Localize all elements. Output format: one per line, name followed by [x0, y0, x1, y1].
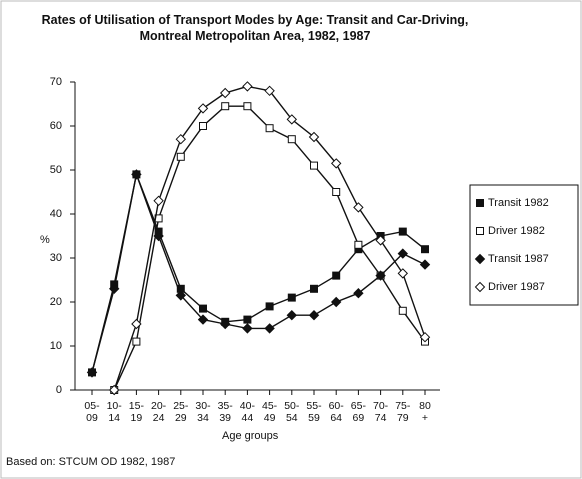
series-line [113, 105, 426, 391]
marker [199, 304, 207, 313]
y-axis-label: % [40, 234, 50, 246]
marker [310, 284, 318, 293]
marker [197, 103, 209, 114]
marker [175, 133, 187, 145]
x-tick-label: 40- 44 [239, 400, 255, 424]
legend-label: Driver 1987 [488, 281, 545, 293]
legend-label: Driver 1982 [488, 225, 545, 237]
marker [421, 245, 429, 254]
x-tick-label: 30- 34 [195, 400, 211, 424]
x-tick-label: 10- 14 [106, 400, 122, 424]
y-tick-label: 10 [50, 340, 62, 352]
legend-marker [474, 253, 486, 265]
marker [264, 323, 275, 334]
x-tick-label: 45- 49 [262, 400, 278, 424]
x-tick-label: 65- 69 [350, 400, 366, 424]
source-note: Based on: STCUM OD 1982, 1987 [6, 456, 176, 468]
marker [398, 227, 407, 236]
marker [108, 283, 120, 295]
marker [197, 314, 209, 325]
y-tick-label: 30 [50, 252, 62, 264]
marker [286, 309, 298, 321]
marker [398, 306, 407, 315]
x-tick-label: 20- 24 [151, 400, 167, 424]
legend-marker [476, 227, 484, 235]
marker [86, 367, 98, 378]
marker [153, 195, 164, 207]
marker [353, 202, 364, 213]
marker [176, 152, 185, 161]
marker [330, 296, 342, 308]
x-tick-label: 25- 29 [173, 400, 189, 424]
marker [264, 85, 275, 97]
marker [132, 337, 141, 346]
marker [108, 384, 120, 396]
x-axis-label: Age groups [222, 430, 279, 442]
y-tick-label: 70 [50, 76, 62, 88]
marker [175, 290, 187, 301]
x-tick-label: 75- 79 [395, 400, 411, 424]
x-tick-label: 55- 59 [306, 400, 322, 424]
marker [375, 270, 386, 281]
y-tick-label: 40 [50, 208, 62, 220]
marker [131, 318, 142, 330]
y-tick-label: 20 [50, 296, 62, 308]
marker [242, 81, 253, 92]
marker [131, 169, 142, 180]
x-tick-label: 35- 39 [217, 400, 233, 424]
legend-box [469, 184, 579, 306]
marker [419, 331, 431, 343]
marker [310, 161, 318, 170]
marker [265, 124, 274, 133]
marker [243, 102, 252, 111]
marker [242, 323, 253, 334]
legend-marker [474, 281, 486, 293]
x-tick-label: 70- 74 [373, 400, 389, 424]
marker [397, 248, 409, 259]
y-tick-label: 0 [56, 384, 62, 396]
series-line [91, 171, 426, 373]
marker [287, 135, 296, 144]
marker [286, 114, 298, 125]
marker [199, 122, 207, 130]
x-tick-label: 80 + [419, 400, 431, 424]
x-tick-label: 15- 19 [128, 400, 144, 424]
marker [332, 188, 341, 196]
marker [397, 268, 409, 279]
x-tick-label: 50- 54 [284, 400, 300, 424]
legend-marker [476, 199, 484, 207]
marker [153, 230, 164, 242]
marker [265, 302, 274, 311]
marker [308, 309, 320, 321]
marker [375, 235, 386, 246]
marker [287, 293, 296, 302]
marker [330, 158, 342, 169]
chart-title: Rates of Utilisation of Transport Modes … [41, 13, 469, 43]
y-tick-label: 60 [50, 120, 62, 132]
x-tick-label: 05- 09 [84, 400, 100, 424]
marker [308, 131, 320, 143]
marker [353, 287, 364, 299]
marker [221, 102, 230, 111]
marker [219, 87, 231, 99]
marker [354, 240, 363, 249]
marker [332, 271, 341, 280]
y-tick-label: 50 [50, 164, 62, 176]
marker [219, 318, 231, 330]
legend-label: Transit 1982 [488, 197, 549, 209]
x-tick-label: 60- 64 [328, 400, 344, 424]
legend-label: Transit 1987 [488, 253, 549, 265]
series-line [91, 171, 426, 373]
marker [419, 259, 431, 270]
marker [243, 315, 252, 324]
